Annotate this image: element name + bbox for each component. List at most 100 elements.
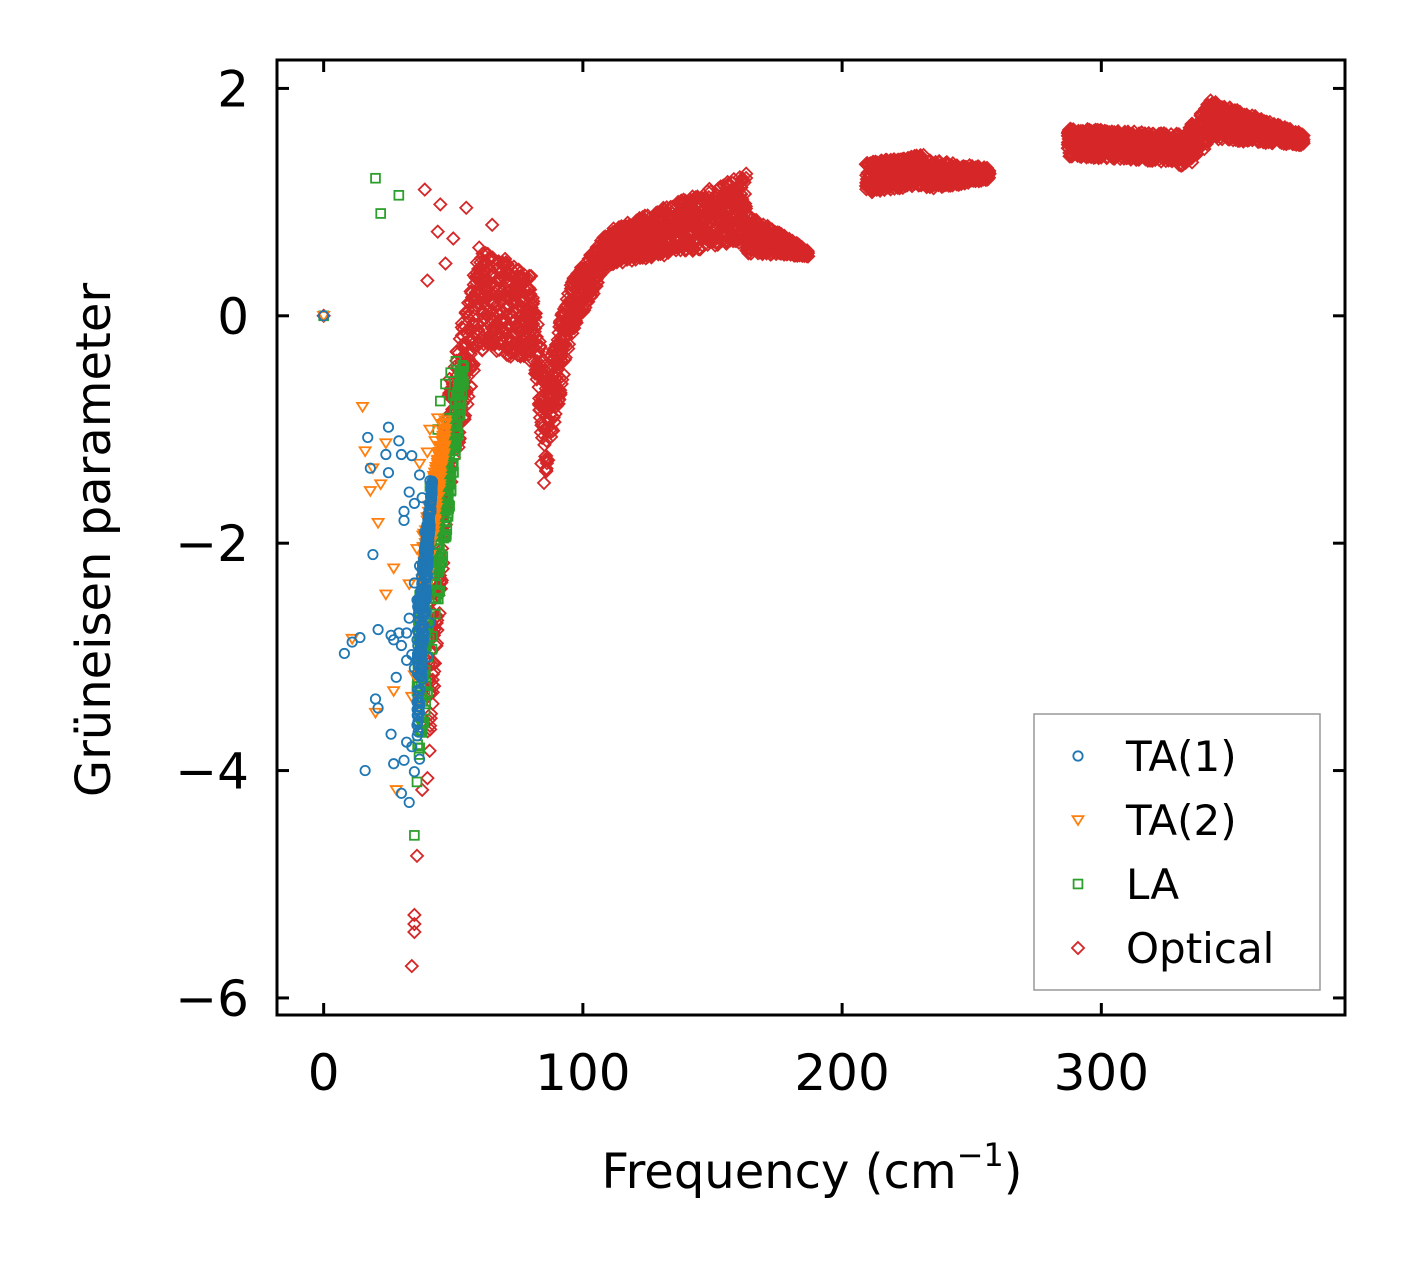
data-point [498, 324, 513, 339]
data-point [412, 726, 424, 738]
data-point [884, 175, 899, 190]
data-point [1229, 116, 1244, 132]
data-point [977, 166, 993, 182]
data-point [800, 245, 816, 261]
data-point [435, 395, 446, 407]
data-point [738, 166, 754, 182]
data-point [544, 399, 560, 415]
data-point [604, 255, 619, 271]
data-point [889, 173, 905, 189]
data-point [386, 686, 401, 698]
data-point [434, 585, 445, 597]
data-point [912, 166, 928, 182]
data-point [686, 191, 702, 207]
data-point [692, 241, 708, 257]
data-point [375, 208, 386, 219]
data-point [1160, 141, 1175, 157]
data-point [412, 640, 424, 652]
data-point [505, 293, 521, 308]
data-point [704, 197, 720, 213]
data-point [1088, 122, 1103, 138]
data-point [459, 305, 475, 320]
data-point [552, 335, 567, 351]
data-point [912, 148, 928, 164]
data-point [1075, 123, 1091, 139]
data-point [491, 289, 507, 304]
data-point [463, 321, 479, 337]
data-point [546, 366, 561, 382]
data-point [523, 319, 539, 335]
data-point [574, 304, 590, 320]
data-point [433, 472, 448, 485]
data-point [497, 259, 512, 274]
data-point [506, 341, 522, 357]
data-point [951, 160, 967, 176]
data-point [1074, 139, 1090, 155]
data-point [1102, 140, 1117, 156]
data-point [455, 367, 467, 378]
data-point [484, 217, 500, 233]
data-point [447, 390, 459, 401]
data-point [402, 579, 417, 591]
data-point [1071, 125, 1087, 141]
data-point [697, 211, 713, 226]
data-point [1245, 127, 1261, 142]
data-point [445, 231, 461, 246]
data-point [483, 268, 499, 284]
data-point [430, 608, 441, 620]
data-point [448, 467, 459, 478]
data-point [573, 288, 589, 303]
data-point [1086, 143, 1102, 159]
data-point [639, 234, 655, 249]
data-point [570, 278, 586, 293]
data-point [739, 228, 754, 244]
data-point [606, 221, 621, 236]
data-point [495, 255, 511, 270]
data-point [414, 742, 425, 754]
data-point [581, 269, 597, 285]
data-point [1241, 131, 1256, 146]
data-point [409, 848, 425, 864]
data-point [415, 623, 428, 635]
data-point [423, 508, 435, 520]
data-point [769, 234, 785, 250]
data-point [454, 316, 470, 331]
data-point [873, 154, 888, 170]
data-point [445, 473, 457, 485]
data-point [509, 294, 525, 309]
data-point [478, 307, 494, 322]
data-point [938, 160, 954, 176]
data-point [497, 251, 513, 267]
data-point [673, 226, 689, 241]
data-point [563, 312, 579, 328]
data-point [478, 335, 494, 350]
data-point [660, 234, 676, 250]
data-point [768, 246, 784, 262]
data-point [534, 456, 549, 471]
data-point [544, 421, 559, 437]
data-point [435, 419, 451, 431]
data-point [370, 517, 386, 530]
data-point [730, 200, 746, 216]
data-point [931, 177, 946, 193]
data-point [953, 176, 969, 192]
data-point [1275, 124, 1291, 139]
data-point [531, 396, 547, 412]
data-point [1192, 136, 1208, 152]
data-point [355, 402, 370, 414]
data-point [420, 273, 435, 288]
data-point [656, 200, 671, 216]
data-point [948, 166, 963, 182]
data-point [1096, 140, 1112, 156]
data-point [433, 453, 448, 465]
data-point [653, 204, 668, 220]
data-point [412, 458, 427, 471]
data-point [1225, 127, 1241, 142]
data-point [1179, 125, 1195, 141]
data-point [472, 336, 487, 351]
data-point [686, 232, 702, 248]
data-point [1249, 115, 1265, 130]
data-point [744, 223, 759, 238]
data-point [567, 314, 583, 330]
data-point [653, 223, 668, 238]
